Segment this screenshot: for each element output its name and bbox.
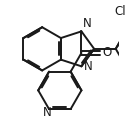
Text: N: N [84,60,93,73]
Text: O: O [102,47,111,59]
Text: N: N [83,17,91,29]
Text: Cl: Cl [115,5,126,18]
Text: N: N [43,106,52,119]
